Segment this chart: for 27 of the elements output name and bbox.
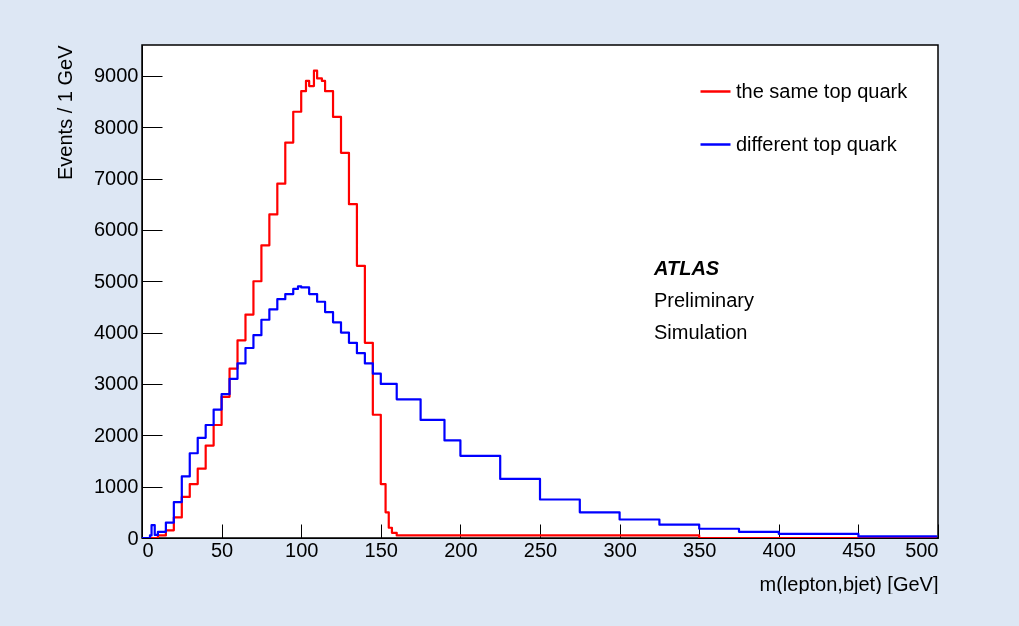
x-tick-label: 100	[285, 538, 319, 561]
y-tick-label: 4000	[94, 321, 139, 344]
y-tick-label: 5000	[94, 269, 139, 292]
y-tick-label: 6000	[94, 218, 139, 241]
annotation: Simulation	[654, 321, 748, 343]
x-axis-title: m(lepton,bjet) [GeV]	[759, 572, 939, 595]
y-axis-title: Events / 1 GeV	[54, 44, 77, 181]
y-tick-label: 7000	[94, 167, 139, 190]
x-tick-label: 350	[683, 538, 717, 561]
y-tick-label: 3000	[94, 372, 139, 395]
x-tick-label: 300	[603, 538, 637, 561]
y-tick-label: 1000	[94, 475, 139, 498]
y-tick-label: 8000	[94, 115, 139, 138]
x-tick-label: 0	[142, 538, 154, 561]
annotation: Preliminary	[654, 289, 755, 311]
y-tick-label: 2000	[94, 423, 139, 446]
x-tick-label: 250	[523, 538, 558, 561]
x-tick-label: 400	[762, 538, 796, 561]
legend-label: different top quark	[736, 132, 898, 155]
annotation: ATLAS	[653, 257, 720, 279]
y-tick-label: 9000	[94, 64, 139, 87]
x-tick-label: 450	[842, 538, 876, 561]
x-tick-label: 150	[364, 538, 398, 561]
legend-label: the same top quark	[736, 79, 909, 102]
x-tick-label: 200	[444, 538, 478, 561]
x-tick-label: 50	[210, 538, 234, 561]
x-tick-label: 500	[905, 538, 939, 561]
